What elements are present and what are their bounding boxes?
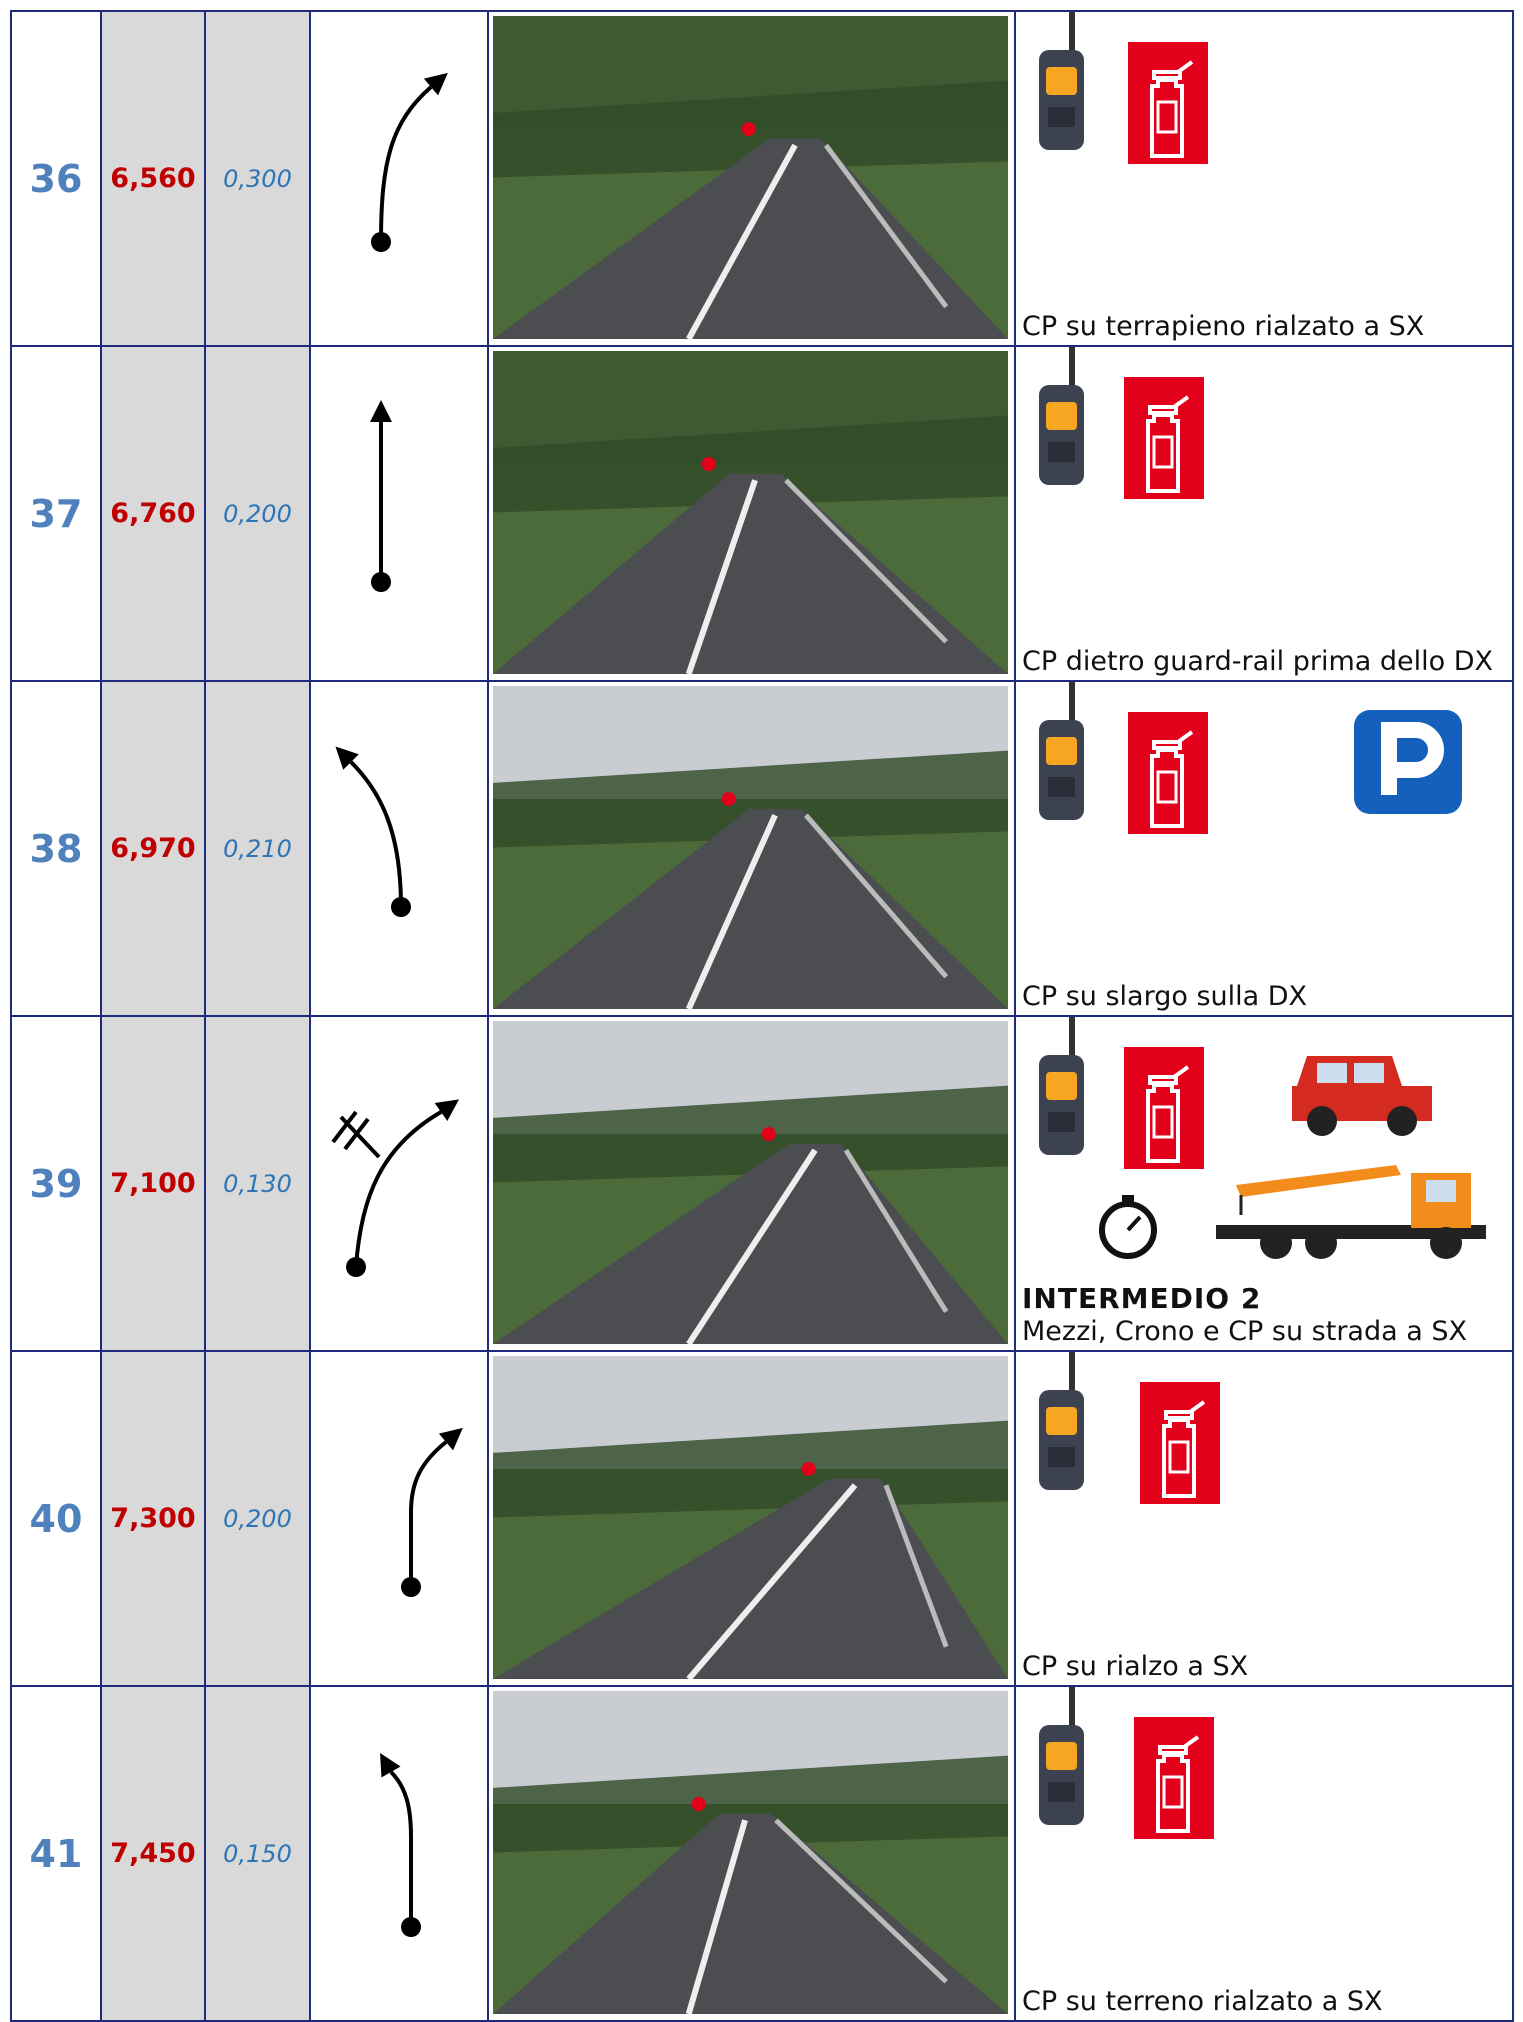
row-number: 41 (10, 1685, 102, 2022)
road-photo (493, 1691, 1008, 2014)
notes-cell: CP su rialzo a SX (1014, 1350, 1514, 1687)
direction-cell (309, 1350, 489, 1687)
note-box: INTERMEDIO 2 Mezzi, Crono e CP su strada … (1022, 1282, 1506, 1348)
photo-cell (487, 680, 1016, 1017)
total-km: 6,760 (100, 345, 206, 682)
road-photo (493, 686, 1008, 1009)
notes-cell: CP su slargo sulla DX (1014, 680, 1514, 1017)
direction-cell (309, 680, 489, 1017)
notes-cell: CP su terreno rialzato a SX (1014, 1685, 1514, 2022)
note-text: CP su slargo sulla DX (1022, 980, 1308, 1012)
note-box: CP su terreno rialzato a SX (1022, 1986, 1506, 2018)
row-number: 40 (10, 1350, 102, 1687)
road-photo (493, 1356, 1008, 1679)
photo-cell (487, 1685, 1016, 2022)
note-text: CP su rialzo a SX (1022, 1650, 1249, 1682)
service-icons (1039, 682, 1462, 834)
service-icons (1039, 1687, 1214, 1839)
note-box: CP su terrapieno rialzato a SX (1022, 311, 1506, 343)
note-text: Mezzi, Crono e CP su strada a SX (1022, 1315, 1468, 1347)
notes-cell: CP dietro guard-rail prima dello DX (1014, 345, 1514, 682)
total-km: 7,100 (100, 1015, 206, 1352)
total-km: 6,970 (100, 680, 206, 1017)
direction-arrow (380, 1752, 421, 1937)
photo-cell (487, 1350, 1016, 1687)
service-icons (1039, 347, 1204, 499)
service-icons (1039, 1352, 1220, 1504)
road-photo (493, 16, 1008, 339)
partial-km: 0,130 (204, 1015, 311, 1352)
note-text: CP su terreno rialzato a SX (1022, 1985, 1383, 2017)
total-km: 7,450 (100, 1685, 206, 2022)
partial-km: 0,200 (204, 1350, 311, 1687)
row-number: 38 (10, 680, 102, 1017)
photo-cell (487, 1015, 1016, 1352)
notes-cell: CP su terrapieno rialzato a SX (1014, 10, 1514, 347)
note-text: CP dietro guard-rail prima dello DX (1022, 645, 1494, 677)
direction-arrow (370, 400, 392, 592)
direction-arrow (371, 72, 448, 252)
direction-cell (309, 10, 489, 347)
direction-arrow (335, 746, 411, 917)
total-km: 7,300 (100, 1350, 206, 1687)
road-photo (493, 1021, 1008, 1344)
road-photo (493, 351, 1008, 674)
direction-arrow (401, 1427, 463, 1597)
service-icons (1039, 1017, 1486, 1259)
partial-km: 0,200 (204, 345, 311, 682)
direction-cell (309, 1685, 489, 2022)
service-icons (1039, 12, 1208, 164)
note-text: CP su terrapieno rialzato a SX (1022, 310, 1425, 342)
photo-cell (487, 10, 1016, 347)
notes-cell: INTERMEDIO 2 Mezzi, Crono e CP su strada … (1014, 1015, 1514, 1352)
photo-cell (487, 345, 1016, 682)
partial-km: 0,300 (204, 10, 311, 347)
note-title: INTERMEDIO 2 (1022, 1282, 1262, 1316)
note-box: CP su rialzo a SX (1022, 1651, 1506, 1683)
partial-km: 0,210 (204, 680, 311, 1017)
row-number: 37 (10, 345, 102, 682)
note-box: CP dietro guard-rail prima dello DX (1022, 646, 1506, 678)
direction-cell (309, 1015, 489, 1352)
note-box: CP su slargo sulla DX (1022, 981, 1506, 1013)
row-number: 39 (10, 1015, 102, 1352)
total-km: 6,560 (100, 10, 206, 347)
direction-arrow (331, 1099, 460, 1277)
direction-cell (309, 345, 489, 682)
partial-km: 0,150 (204, 1685, 311, 2022)
row-number: 36 (10, 10, 102, 347)
